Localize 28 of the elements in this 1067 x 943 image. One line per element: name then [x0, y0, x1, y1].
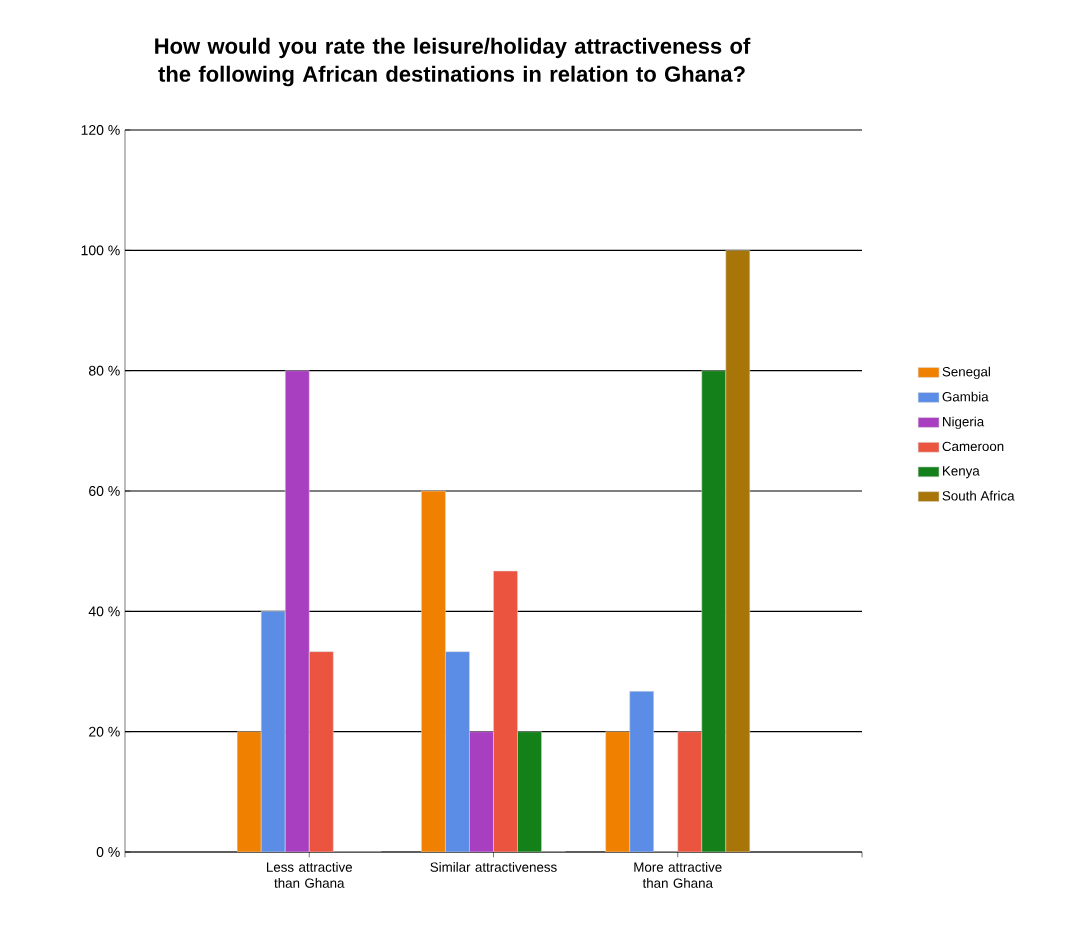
- legend-label: Nigeria: [943, 416, 985, 430]
- bar: [629, 691, 654, 852]
- x-tick-label: More attractive than Ghana: [634, 862, 722, 888]
- bar: [493, 570, 518, 852]
- bar: [517, 731, 542, 852]
- legend-label: Gambia: [942, 391, 989, 402]
- legend-label: Senegal: [942, 366, 990, 380]
- x-tick-label: Similar attractiveness: [430, 862, 557, 872]
- y-tick-label: 100 %: [81, 245, 120, 256]
- y-tick-label: 20 %: [89, 726, 120, 737]
- bar: [725, 250, 751, 852]
- bar: [469, 731, 494, 852]
- bar: [677, 731, 703, 852]
- bar: [308, 651, 334, 852]
- bar: [284, 370, 310, 852]
- bar: [701, 370, 727, 852]
- bar: [445, 651, 470, 852]
- bar: [260, 611, 286, 852]
- y-tick-label: 40 %: [88, 606, 120, 617]
- y-tick-label: 0 %: [96, 847, 120, 857]
- x-tick-label: Less attractive than Ghana: [266, 862, 352, 888]
- legend-label: Cameroon: [942, 441, 1004, 452]
- y-tick-label: 120 %: [81, 125, 120, 135]
- y-tick-label: 80 %: [88, 365, 120, 376]
- legend-label: Kenya: [943, 466, 980, 479]
- y-tick-label: 60 %: [89, 486, 120, 496]
- legend-label: South Africa: [942, 490, 1015, 501]
- chart-title: How would you rate the leisure/holiday attractiveness of the following African destinations in relation to Ghana?: [155, 37, 751, 87]
